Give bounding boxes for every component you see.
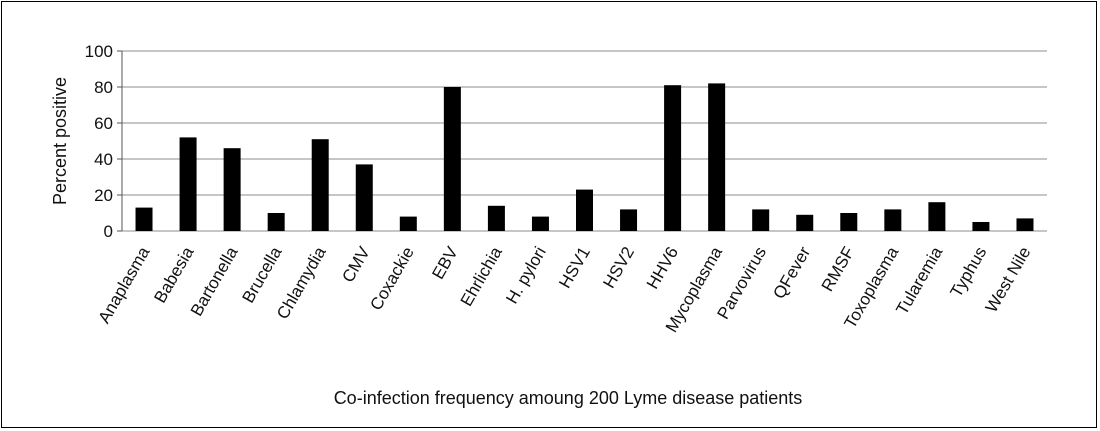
bars — [135, 83, 1034, 232]
y-tick-label: 40 — [94, 150, 113, 169]
x-tick-label: RMSF — [818, 244, 859, 295]
bar-hsv2 — [620, 209, 638, 231]
x-tick-label: Anaplasma — [95, 243, 154, 327]
bar-toxoplasma — [884, 209, 902, 231]
y-tick-label: 20 — [94, 186, 113, 205]
x-tick-label: West Nile — [982, 244, 1035, 316]
x-tick-label: Ehrlichia — [457, 243, 506, 309]
x-tick-label: H. pylori — [502, 244, 550, 308]
bar-coxackie — [399, 216, 417, 231]
bar-qfever — [796, 214, 814, 231]
bar-mycoplasma — [708, 83, 726, 232]
x-tick-label: Brucella — [238, 243, 285, 306]
bar-rmsf — [840, 213, 858, 231]
x-tick-label: Coxackie — [366, 244, 417, 314]
y-tick-labels: 0 20 40 60 80 100 — [85, 42, 113, 241]
x-tick-label: Babesia — [150, 243, 197, 306]
x-tick-label: EBV — [428, 243, 462, 283]
x-tick-label: CMV — [338, 243, 374, 286]
bar-ehrlichia — [487, 205, 505, 231]
x-tick-label: QFever — [769, 243, 814, 302]
y-tick-label: 80 — [94, 78, 113, 97]
x-tick-label: HSV1 — [555, 244, 594, 292]
x-axis-title: Co-infection frequency amoung 200 Lyme d… — [334, 388, 803, 408]
x-tick-label: Typhus — [947, 244, 991, 301]
bar-ebv — [443, 87, 461, 231]
bar-hhv6 — [664, 85, 682, 231]
bar-anaplasma — [135, 207, 153, 231]
bar-bartonella — [223, 148, 241, 231]
x-tick-label: HSV2 — [599, 244, 638, 292]
bar-cmv — [355, 164, 373, 231]
y-axis-title: Percent positive — [50, 77, 70, 205]
bar-chlamydia — [311, 139, 329, 231]
y-tick-label: 60 — [94, 114, 113, 133]
x-tick-labels: AnaplasmaBabesiaBartonellaBrucellaChlamy… — [95, 243, 1035, 336]
bar-hsv1 — [576, 189, 593, 231]
bar-typhus — [972, 222, 990, 231]
bar-west-nile — [1016, 218, 1034, 231]
bar-tularemia — [928, 202, 946, 231]
y-tick-label: 100 — [85, 42, 113, 61]
x-tick-label: HHV6 — [643, 244, 682, 293]
y-tick-label: 0 — [104, 222, 113, 241]
bar-parvovirus — [752, 209, 770, 231]
bar-brucella — [267, 213, 285, 231]
bar-h-pylori — [531, 216, 549, 231]
bar-babesia — [179, 137, 197, 231]
